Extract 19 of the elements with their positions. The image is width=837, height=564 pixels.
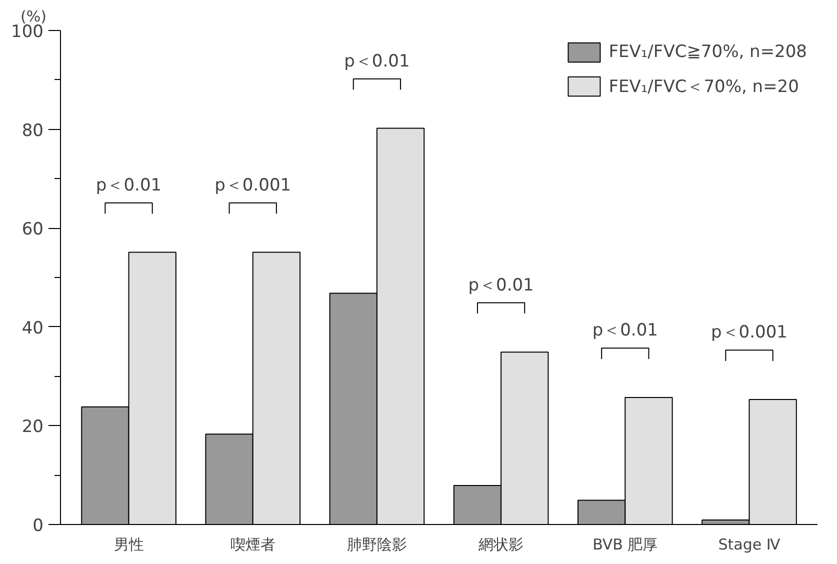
- y-tick-label: 80: [22, 120, 44, 141]
- y-tick-label: 60: [22, 220, 44, 240]
- x-tick-label: BVB 肥厚: [592, 536, 658, 554]
- y-tick-label: 20: [22, 417, 44, 438]
- x-tick-label: Stage Ⅳ: [718, 536, 780, 554]
- x-tick-label: 男性: [114, 536, 144, 554]
- x-tick-label: 喫煙者: [230, 536, 276, 554]
- annotation: p＜0.01: [96, 175, 162, 196]
- y-tick-label: 0: [32, 516, 44, 536]
- annotation: p＜0.001: [711, 322, 788, 343]
- annotation: p＜0.01: [468, 275, 534, 296]
- annotation: p＜0.01: [592, 320, 658, 341]
- annotation: p＜0.01: [344, 52, 410, 72]
- x-tick-label: 網状影: [478, 536, 524, 554]
- annotation: p＜0.001: [214, 175, 292, 196]
- x-tick-label: 肺野陰影: [346, 536, 407, 554]
- y-tick-label: 40: [22, 318, 44, 338]
- legend-label: FEV₁/FVC＜70%, n=20: [608, 76, 799, 98]
- legend-label: FEV₁/FVC≧70%, n=208: [608, 42, 807, 62]
